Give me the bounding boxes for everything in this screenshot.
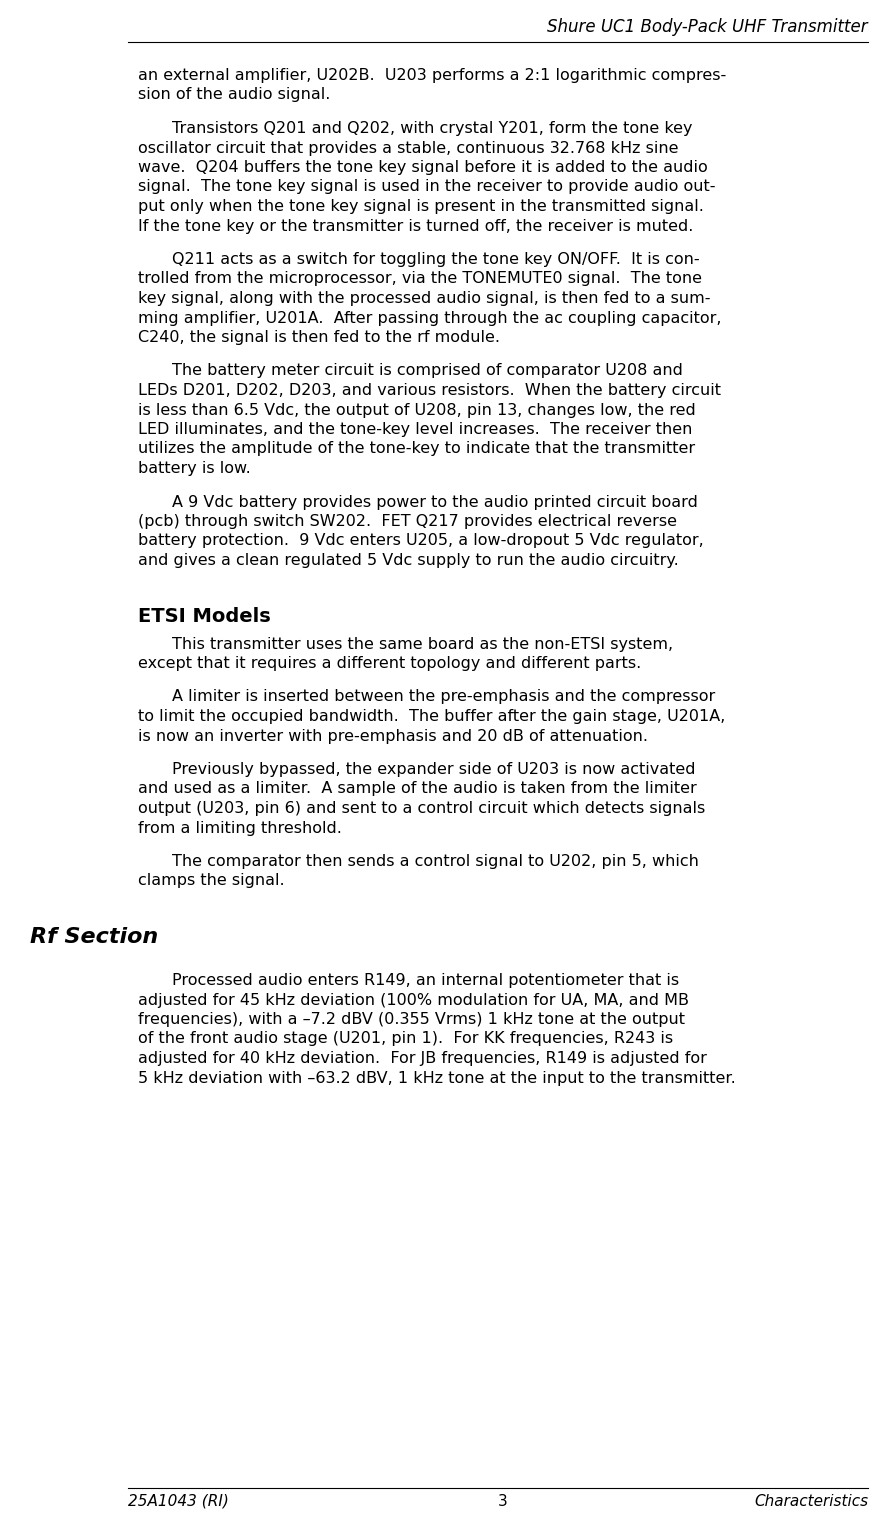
Text: A limiter is inserted between the pre-emphasis and the compressor: A limiter is inserted between the pre-em… (172, 689, 715, 705)
Text: LEDs D201, D202, D203, and various resistors.  When the battery circuit: LEDs D201, D202, D203, and various resis… (138, 384, 721, 397)
Text: The battery meter circuit is comprised of comparator U208 and: The battery meter circuit is comprised o… (172, 364, 683, 379)
Text: LED illuminates, and the tone-key level increases.  The receiver then: LED illuminates, and the tone-key level … (138, 422, 692, 437)
Text: and used as a limiter.  A sample of the audio is taken from the limiter: and used as a limiter. A sample of the a… (138, 781, 696, 796)
Text: Characteristics: Characteristics (754, 1495, 868, 1508)
Text: key signal, along with the processed audio signal, is then fed to a sum-: key signal, along with the processed aud… (138, 291, 711, 306)
Text: 3: 3 (498, 1495, 508, 1508)
Text: to limit the occupied bandwidth.  The buffer after the gain stage, U201A,: to limit the occupied bandwidth. The buf… (138, 709, 725, 724)
Text: (pcb) through switch SW202.  FET Q217 provides electrical reverse: (pcb) through switch SW202. FET Q217 pro… (138, 514, 677, 530)
Text: an external amplifier, U202B.  U203 performs a 2:1 logarithmic compres-: an external amplifier, U202B. U203 perfo… (138, 68, 726, 84)
Text: 25A1043 (RI): 25A1043 (RI) (128, 1495, 229, 1508)
Text: If the tone key or the transmitter is turned off, the receiver is muted.: If the tone key or the transmitter is tu… (138, 219, 694, 233)
Text: is now an inverter with pre-emphasis and 20 dB of attenuation.: is now an inverter with pre-emphasis and… (138, 729, 648, 744)
Text: ETSI Models: ETSI Models (138, 606, 271, 626)
Text: Previously bypassed, the expander side of U203 is now activated: Previously bypassed, the expander side o… (172, 763, 696, 778)
Text: ming amplifier, U201A.  After passing through the ac coupling capacitor,: ming amplifier, U201A. After passing thr… (138, 310, 721, 326)
Text: battery is low.: battery is low. (138, 461, 250, 476)
Text: Rf Section: Rf Section (30, 927, 158, 947)
Text: adjusted for 40 kHz deviation.  For JB frequencies, R149 is adjusted for: adjusted for 40 kHz deviation. For JB fr… (138, 1052, 707, 1065)
Text: oscillator circuit that provides a stable, continuous 32.768 kHz sine: oscillator circuit that provides a stabl… (138, 140, 679, 155)
Text: Q211 acts as a switch for toggling the tone key ON/OFF.  It is con-: Q211 acts as a switch for toggling the t… (172, 253, 700, 266)
Text: Processed audio enters R149, an internal potentiometer that is: Processed audio enters R149, an internal… (172, 973, 679, 988)
Text: 5 kHz deviation with –63.2 dBV, 1 kHz tone at the input to the transmitter.: 5 kHz deviation with –63.2 dBV, 1 kHz to… (138, 1070, 736, 1085)
Text: trolled from the microprocessor, via the TONEMUTE0 signal.  The tone: trolled from the microprocessor, via the… (138, 271, 702, 286)
Text: A 9 Vdc battery provides power to the audio printed circuit board: A 9 Vdc battery provides power to the au… (172, 495, 698, 510)
Text: of the front audio stage (U201, pin 1).  For KK frequencies, R243 is: of the front audio stage (U201, pin 1). … (138, 1032, 673, 1047)
Text: sion of the audio signal.: sion of the audio signal. (138, 87, 331, 102)
Text: except that it requires a different topology and different parts.: except that it requires a different topo… (138, 656, 641, 671)
Text: utilizes the amplitude of the tone-key to indicate that the transmitter: utilizes the amplitude of the tone-key t… (138, 441, 696, 457)
Text: adjusted for 45 kHz deviation (100% modulation for UA, MA, and MB: adjusted for 45 kHz deviation (100% modu… (138, 992, 689, 1008)
Text: C240, the signal is then fed to the rf module.: C240, the signal is then fed to the rf m… (138, 330, 500, 345)
Text: output (U203, pin 6) and sent to a control circuit which detects signals: output (U203, pin 6) and sent to a contr… (138, 801, 705, 816)
Text: from a limiting threshold.: from a limiting threshold. (138, 820, 342, 836)
Text: Shure UC1 Body-Pack UHF Transmitter: Shure UC1 Body-Pack UHF Transmitter (547, 18, 868, 37)
Text: wave.  Q204 buffers the tone key signal before it is added to the audio: wave. Q204 buffers the tone key signal b… (138, 160, 708, 175)
Text: battery protection.  9 Vdc enters U205, a low-dropout 5 Vdc regulator,: battery protection. 9 Vdc enters U205, a… (138, 534, 704, 548)
Text: Transistors Q201 and Q202, with crystal Y201, form the tone key: Transistors Q201 and Q202, with crystal … (172, 122, 693, 135)
Text: clamps the signal.: clamps the signal. (138, 874, 284, 889)
Text: is less than 6.5 Vdc, the output of U208, pin 13, changes low, the red: is less than 6.5 Vdc, the output of U208… (138, 402, 696, 417)
Text: signal.  The tone key signal is used in the receiver to provide audio out-: signal. The tone key signal is used in t… (138, 180, 715, 195)
Text: put only when the tone key signal is present in the transmitted signal.: put only when the tone key signal is pre… (138, 199, 704, 215)
Text: The comparator then sends a control signal to U202, pin 5, which: The comparator then sends a control sign… (172, 854, 699, 869)
Text: frequencies), with a –7.2 dBV (0.355 Vrms) 1 kHz tone at the output: frequencies), with a –7.2 dBV (0.355 Vrm… (138, 1012, 685, 1027)
Text: This transmitter uses the same board as the non-ETSI system,: This transmitter uses the same board as … (172, 636, 673, 651)
Text: and gives a clean regulated 5 Vdc supply to run the audio circuitry.: and gives a clean regulated 5 Vdc supply… (138, 552, 679, 568)
